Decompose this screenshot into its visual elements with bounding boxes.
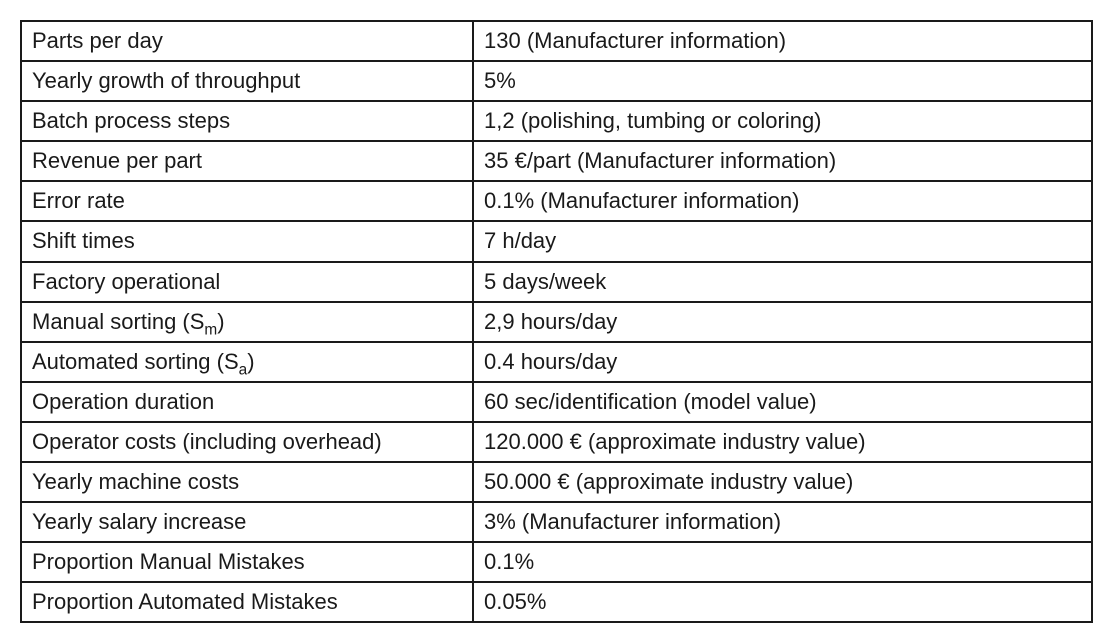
row-value: 120.000 € (approximate industry value) xyxy=(473,422,1092,462)
row-value: 0.1% (Manufacturer information) xyxy=(473,181,1092,221)
table-row: Parts per day 130 (Manufacturer informat… xyxy=(21,21,1092,61)
label-prefix: Automated sorting (S xyxy=(32,349,239,374)
row-label: Factory operational xyxy=(21,262,473,302)
row-label: Yearly salary increase xyxy=(21,502,473,542)
row-value: 3% (Manufacturer information) xyxy=(473,502,1092,542)
label-suffix: ) xyxy=(247,349,254,374)
row-value: 60 sec/identification (model value) xyxy=(473,382,1092,422)
label-subscript: m xyxy=(204,321,217,338)
table-row: Error rate 0.1% (Manufacturer informatio… xyxy=(21,181,1092,221)
row-label: Batch process steps xyxy=(21,101,473,141)
label-suffix: ) xyxy=(217,309,224,334)
table-row: Automated sorting (Sa) 0.4 hours/day xyxy=(21,342,1092,382)
row-value: 50.000 € (approximate industry value) xyxy=(473,462,1092,502)
row-label: Yearly growth of throughput xyxy=(21,61,473,101)
table-row: Factory operational 5 days/week xyxy=(21,262,1092,302)
row-value: 0.1% xyxy=(473,542,1092,582)
row-label: Manual sorting (Sm) xyxy=(21,302,473,342)
row-label: Parts per day xyxy=(21,21,473,61)
row-value: 35 €/part (Manufacturer information) xyxy=(473,141,1092,181)
table-row: Yearly growth of throughput 5% xyxy=(21,61,1092,101)
table-row: Revenue per part 35 €/part (Manufacturer… xyxy=(21,141,1092,181)
row-label: Automated sorting (Sa) xyxy=(21,342,473,382)
table-row: Operator costs (including overhead) 120.… xyxy=(21,422,1092,462)
table-row: Shift times 7 h/day xyxy=(21,221,1092,261)
row-label: Proportion Automated Mistakes xyxy=(21,582,473,622)
row-label: Yearly machine costs xyxy=(21,462,473,502)
row-value: 5% xyxy=(473,61,1092,101)
row-value: 0.05% xyxy=(473,582,1092,622)
table-row: Proportion Manual Mistakes 0.1% xyxy=(21,542,1092,582)
table-row: Yearly salary increase 3% (Manufacturer … xyxy=(21,502,1092,542)
row-value: 7 h/day xyxy=(473,221,1092,261)
row-label: Shift times xyxy=(21,221,473,261)
row-label: Proportion Manual Mistakes xyxy=(21,542,473,582)
table-row: Operation duration 60 sec/identification… xyxy=(21,382,1092,422)
parameter-table: Parts per day 130 (Manufacturer informat… xyxy=(20,20,1093,623)
row-value: 2,9 hours/day xyxy=(473,302,1092,342)
row-label: Operator costs (including overhead) xyxy=(21,422,473,462)
row-label: Revenue per part xyxy=(21,141,473,181)
table-row: Batch process steps 1,2 (polishing, tumb… xyxy=(21,101,1092,141)
row-value: 130 (Manufacturer information) xyxy=(473,21,1092,61)
table-row: Proportion Automated Mistakes 0.05% xyxy=(21,582,1092,622)
row-value: 1,2 (polishing, tumbing or coloring) xyxy=(473,101,1092,141)
row-label: Operation duration xyxy=(21,382,473,422)
table-row: Manual sorting (Sm) 2,9 hours/day xyxy=(21,302,1092,342)
row-label: Error rate xyxy=(21,181,473,221)
row-value: 0.4 hours/day xyxy=(473,342,1092,382)
row-value: 5 days/week xyxy=(473,262,1092,302)
label-subscript: a xyxy=(239,361,248,378)
table-row: Yearly machine costs 50.000 € (approxima… xyxy=(21,462,1092,502)
label-prefix: Manual sorting (S xyxy=(32,309,204,334)
parameter-table-body: Parts per day 130 (Manufacturer informat… xyxy=(21,21,1092,622)
